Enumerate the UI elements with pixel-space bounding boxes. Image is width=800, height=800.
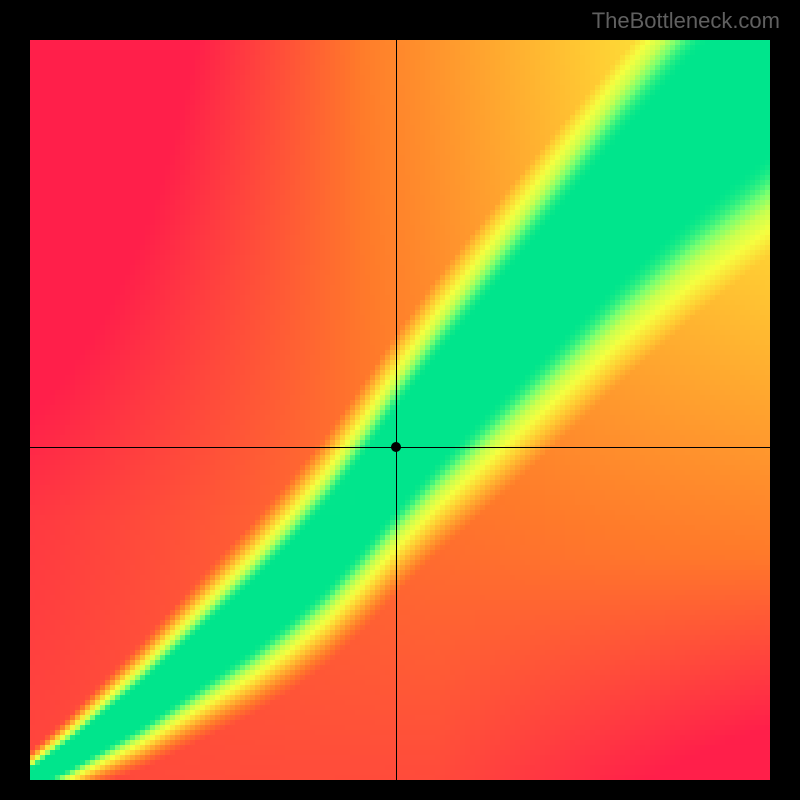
- heatmap-canvas: [30, 40, 770, 780]
- marker-dot: [391, 442, 401, 452]
- crosshair-vertical: [396, 40, 397, 780]
- watermark-text: TheBottleneck.com: [592, 8, 780, 34]
- bottleneck-heatmap: [30, 40, 770, 780]
